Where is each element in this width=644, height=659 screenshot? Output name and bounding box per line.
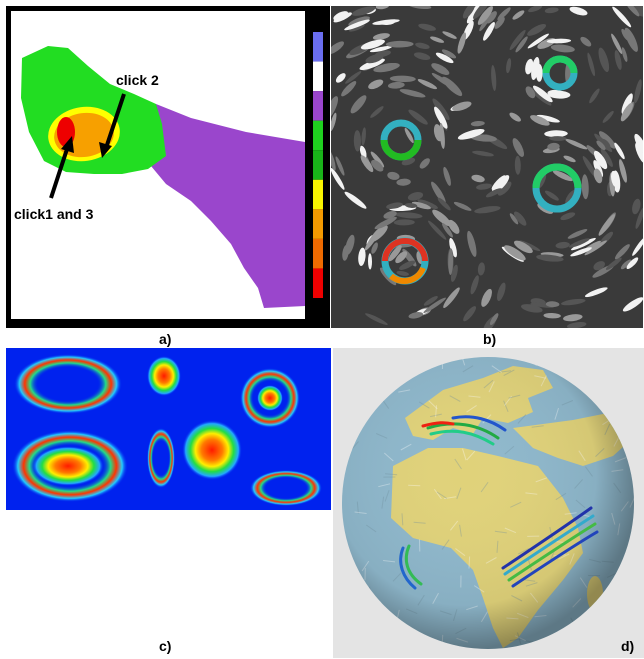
colorbar-segment (313, 91, 323, 121)
colorbar-segment (313, 150, 323, 180)
arrow-click1-3 (49, 136, 74, 199)
annotation-click2: click 2 (116, 72, 159, 88)
colorbar-segment (313, 209, 323, 239)
panel-b-figure (331, 6, 643, 328)
panel-a: click 2 click1 and 3 (6, 6, 330, 328)
colorbar-segment (313, 268, 323, 298)
panel-d (333, 348, 644, 658)
panel-c (6, 348, 331, 510)
panel-d-figure (333, 348, 644, 658)
vortex-glyphs (380, 55, 582, 285)
panel-b (331, 6, 643, 328)
purple-region (144, 104, 305, 308)
caption-c: c) (159, 638, 172, 654)
streamline-arrows (399, 415, 599, 590)
colorbar (309, 11, 326, 319)
panel-c-figure (6, 348, 331, 510)
caption-a: a) (159, 331, 172, 347)
caption-d: d) (621, 638, 635, 654)
annotation-click1-and-3: click1 and 3 (14, 206, 94, 222)
caption-b: b) (483, 331, 497, 347)
colorbar-segment (313, 61, 323, 92)
panel-a-figure (6, 6, 330, 328)
colorbar-segment (313, 32, 323, 62)
colorbar-segment (313, 179, 323, 210)
colorbar-segment (313, 238, 323, 269)
colorbar-segment (313, 120, 323, 151)
arrow-click2 (99, 93, 126, 158)
